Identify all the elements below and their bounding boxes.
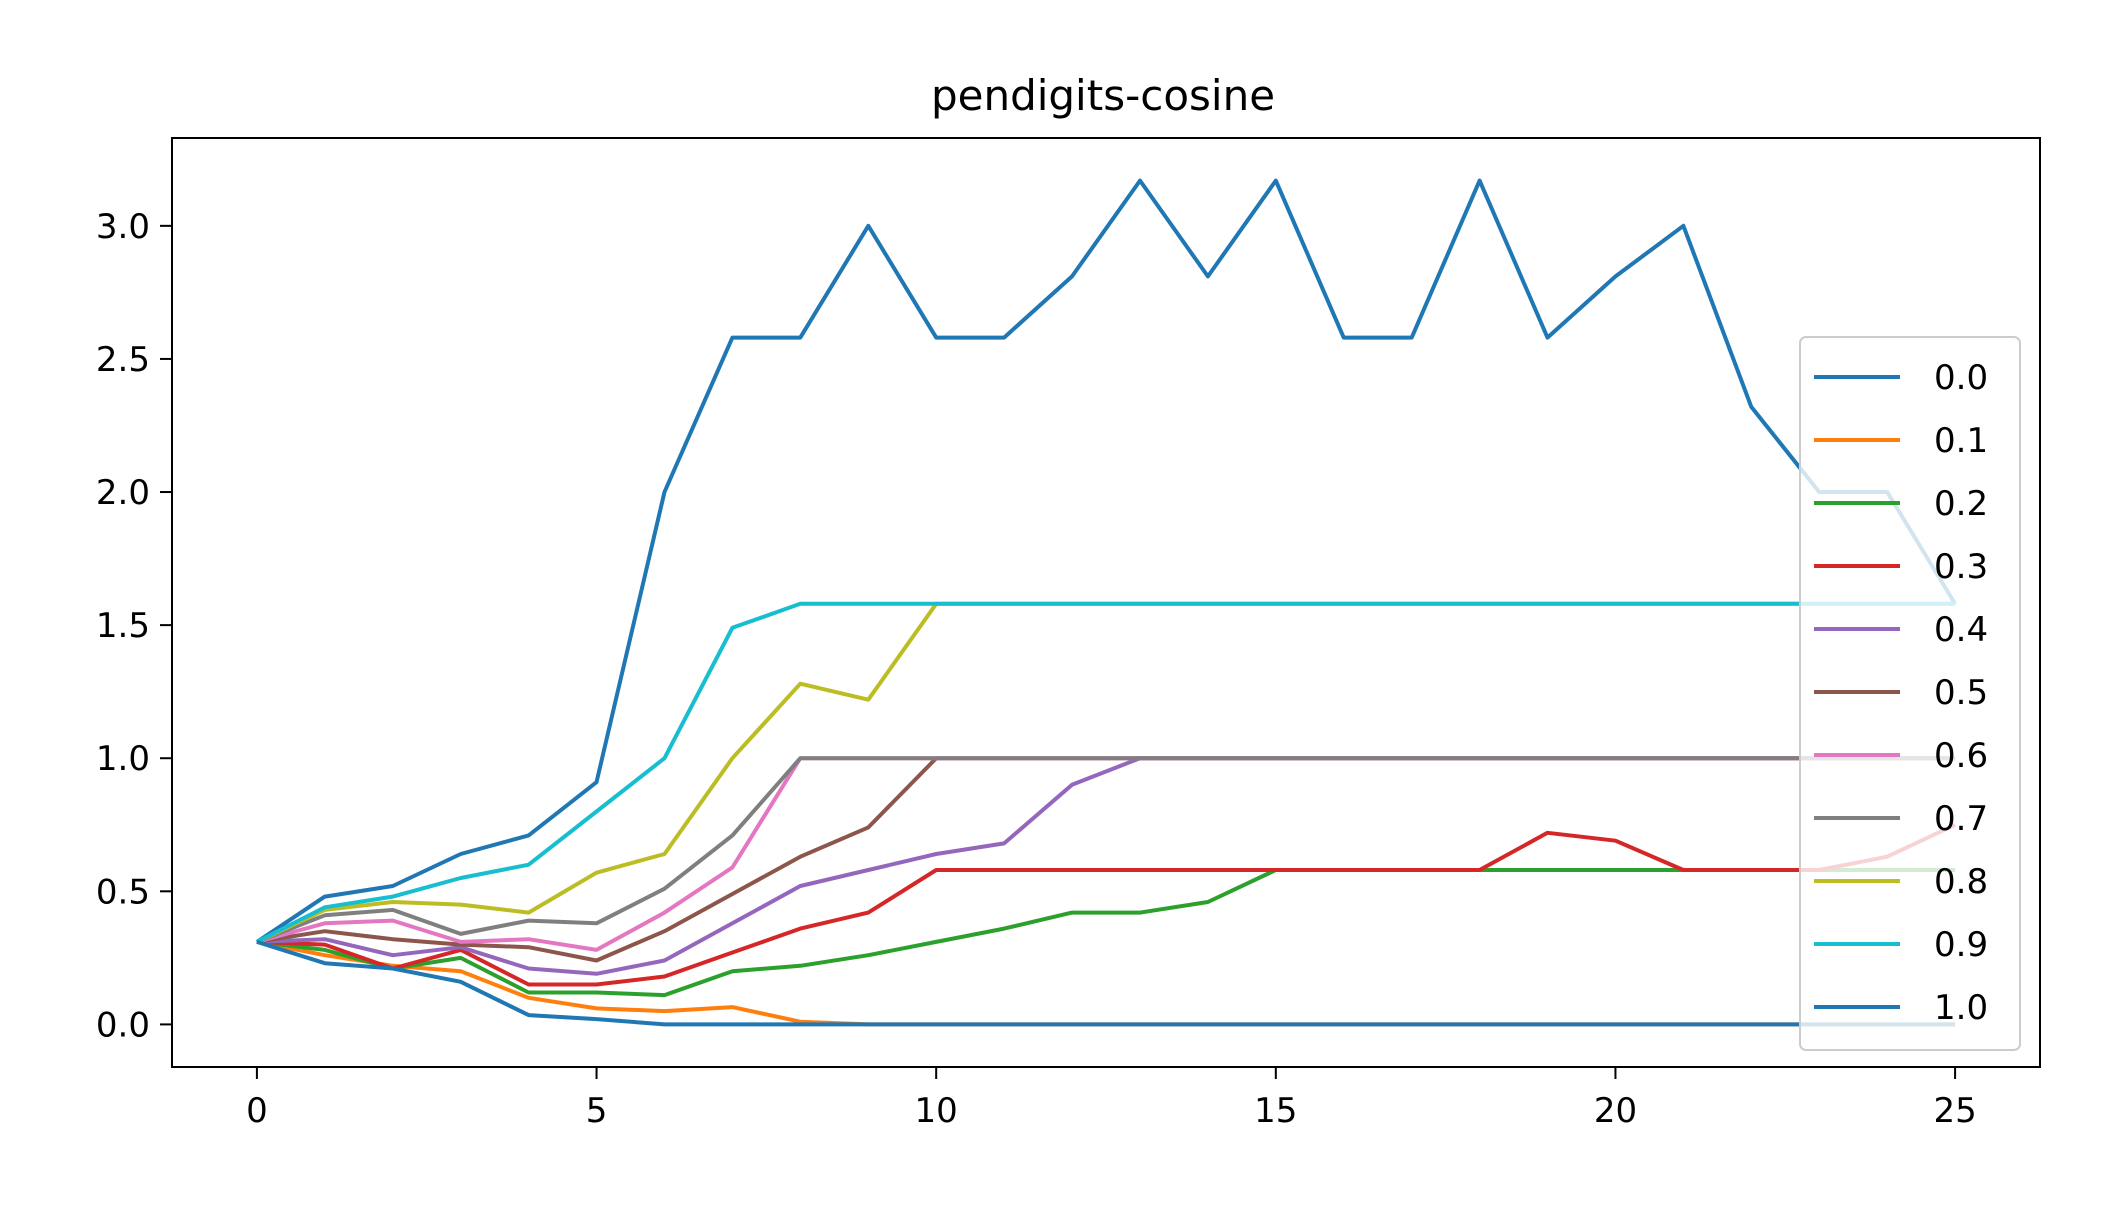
legend-label: 0.4 <box>1934 610 1988 650</box>
x-axis: 0 5 10 15 20 25 <box>246 1067 1977 1131</box>
x-tick-label: 25 <box>1933 1091 1976 1131</box>
legend-box <box>1799 336 2021 1051</box>
y-tick-label: 1.0 <box>96 739 150 779</box>
chart-title: pendigits-cosine <box>931 71 1275 120</box>
series-line-0-9 <box>255 601 1956 944</box>
series-line-0-0 <box>255 178 1957 944</box>
legend-label: 0.8 <box>1934 862 1988 902</box>
legend-label: 1.0 <box>1934 988 1988 1028</box>
x-tick-label: 20 <box>1594 1091 1637 1131</box>
y-tick-label: 2.0 <box>96 473 150 513</box>
y-tick-label: 3.0 <box>96 207 150 247</box>
legend: 0.0 0.1 0.2 0.3 0.4 0.5 0.6 0.7 0.8 0.9 1.0 <box>1799 336 2021 1051</box>
legend-label: 0.0 <box>1934 358 1988 398</box>
series-line-0-3 <box>256 822 1956 987</box>
legend-label: 0.9 <box>1934 925 1988 965</box>
legend-label: 0.5 <box>1934 673 1988 713</box>
y-tick-label: 0.5 <box>96 872 150 912</box>
series-layer <box>255 178 1957 1027</box>
x-tick-label: 5 <box>586 1091 608 1131</box>
series-line-0-7 <box>256 756 1956 944</box>
y-axis: 0.0 0.5 1.0 1.5 2.0 2.5 3.0 <box>96 207 172 1045</box>
legend-label: 0.2 <box>1934 484 1988 524</box>
legend-label: 0.7 <box>1934 799 1988 839</box>
y-tick-label: 1.5 <box>96 606 150 646</box>
legend-label: 0.1 <box>1934 421 1988 461</box>
x-tick-label: 10 <box>915 1091 958 1131</box>
x-tick-label: 15 <box>1254 1091 1297 1131</box>
x-tick-label: 0 <box>246 1091 268 1131</box>
series-line-0-2 <box>256 868 1956 998</box>
y-tick-label: 2.5 <box>96 340 150 380</box>
y-tick-label: 0.0 <box>96 1005 150 1045</box>
plot-area-frame <box>171 137 2041 1068</box>
legend-label: 0.3 <box>1934 547 1988 587</box>
series-line-1-0 <box>256 939 1956 1027</box>
legend-label: 0.6 <box>1934 736 1988 776</box>
